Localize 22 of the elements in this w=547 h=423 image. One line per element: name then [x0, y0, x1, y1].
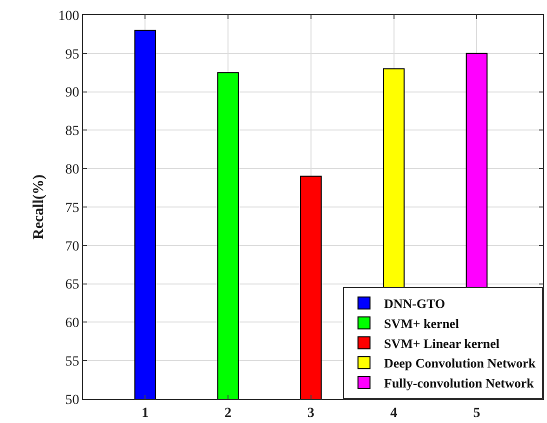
y-tick-label: 80	[65, 162, 80, 178]
y-tick-label: 100	[58, 8, 80, 24]
legend-label: SVM+ kernel	[384, 316, 460, 331]
x-tick-label: 1	[142, 406, 149, 421]
y-tick-label: 70	[65, 239, 80, 254]
legend-label: DNN-GTO	[384, 296, 446, 312]
y-tick-label: 65	[65, 278, 80, 293]
y-tick-label: 90	[65, 86, 80, 101]
x-tick-label: 4	[390, 406, 398, 421]
y-tick-label: 60	[65, 316, 80, 332]
y-tick-label: 55	[65, 354, 80, 370]
y-tick-label: 85	[65, 124, 80, 140]
y-tick-label: 75	[65, 200, 80, 216]
x-tick-label: 3	[307, 406, 314, 421]
legend-label: Deep Convolution Network	[384, 356, 536, 371]
x-tick-label: 5	[473, 406, 480, 421]
y-tick-label: 50	[65, 392, 80, 408]
x-tick-label: 2	[224, 406, 232, 421]
y-axis-title: Recall(%)	[31, 174, 47, 240]
legend-label: Fully-convolution Network	[384, 376, 535, 391]
legend-label: SVM+ Linear kernel	[384, 336, 500, 351]
y-tick-label: 95	[65, 47, 80, 62]
